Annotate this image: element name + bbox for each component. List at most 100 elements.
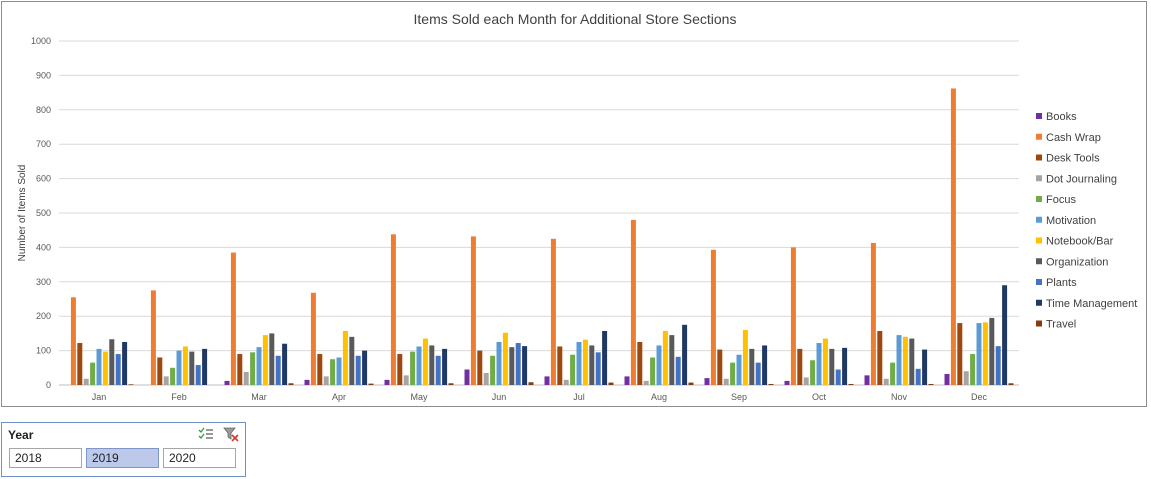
chart-title: Items Sold each Month for Additional Sto…	[414, 11, 737, 27]
legend-label: Focus	[1046, 194, 1076, 206]
bar	[1008, 383, 1014, 385]
bar	[435, 355, 441, 385]
y-tick-label: 600	[36, 174, 51, 184]
bar	[950, 88, 956, 386]
bar	[115, 354, 121, 385]
bar	[970, 354, 976, 385]
year-slicer: Year 2018 2019 2020	[1, 422, 246, 477]
bar	[237, 354, 243, 385]
bar	[602, 330, 608, 385]
bar	[963, 371, 969, 385]
bar	[157, 357, 163, 385]
legend-swatch	[1036, 175, 1042, 182]
bar	[342, 330, 348, 385]
bar	[1002, 285, 1008, 385]
x-tick-label: Dec	[971, 392, 988, 402]
bar	[896, 335, 902, 385]
legend-label: Books	[1046, 111, 1077, 123]
bar	[330, 359, 336, 385]
bar	[995, 346, 1001, 385]
bar	[83, 378, 89, 385]
bar	[710, 249, 716, 385]
x-tick-label: Apr	[332, 392, 346, 402]
legend-swatch	[1036, 154, 1042, 161]
bar	[410, 351, 416, 385]
x-tick-label: Feb	[171, 392, 187, 402]
legend-swatch	[1036, 216, 1042, 223]
bar	[355, 355, 361, 385]
y-tick-label: 0	[46, 380, 51, 390]
bar	[163, 376, 169, 385]
bar	[464, 369, 470, 385]
y-tick-label: 700	[36, 139, 51, 149]
bar	[448, 383, 454, 385]
bar	[70, 297, 76, 385]
bar	[96, 348, 102, 385]
legend-label: Plants	[1046, 277, 1077, 289]
bar	[416, 346, 422, 385]
bar	[848, 383, 854, 385]
bar	[150, 290, 156, 385]
x-tick-label: Jun	[492, 392, 507, 402]
bar	[870, 242, 876, 385]
bar	[429, 345, 435, 385]
bar	[189, 351, 195, 385]
bar	[362, 350, 368, 385]
bar	[816, 343, 822, 385]
slicer-item-2019[interactable]: 2019	[86, 448, 159, 468]
y-tick-label: 100	[36, 346, 51, 356]
bar	[336, 357, 342, 385]
clear-filter-icon[interactable]	[223, 426, 239, 442]
x-tick-label: May	[410, 392, 428, 402]
bar	[650, 357, 656, 385]
bar	[310, 292, 316, 385]
bar	[922, 349, 928, 385]
bar	[915, 368, 921, 385]
bar	[976, 323, 982, 385]
legend-swatch	[1036, 279, 1042, 285]
bar	[544, 376, 550, 385]
bar	[736, 354, 742, 385]
bar	[576, 342, 582, 385]
multi-select-icon[interactable]	[198, 426, 214, 442]
bar	[842, 347, 848, 385]
bar	[989, 317, 995, 385]
legend-swatch	[1036, 237, 1042, 244]
bar	[704, 378, 710, 385]
y-tick-label: 200	[36, 311, 51, 321]
bar	[784, 380, 790, 385]
bar	[717, 349, 723, 385]
bar	[182, 346, 188, 385]
legend-swatch	[1036, 196, 1042, 202]
bar	[202, 348, 208, 385]
bar	[243, 371, 249, 385]
bar	[557, 346, 563, 385]
bar	[275, 355, 281, 385]
bar	[90, 362, 96, 385]
bar	[730, 362, 736, 385]
bar	[582, 339, 588, 385]
bar	[528, 382, 534, 385]
bar	[170, 367, 176, 385]
bar	[522, 346, 528, 385]
bar	[390, 234, 396, 385]
bar	[883, 378, 889, 385]
bar	[643, 380, 649, 385]
bar	[442, 348, 448, 385]
slicer-item-2018[interactable]: 2018	[9, 448, 82, 468]
x-tick-label: Sep	[731, 392, 747, 402]
x-tick-label: Nov	[891, 392, 908, 402]
bar	[317, 354, 323, 385]
legend-label: Desk Tools	[1046, 153, 1100, 165]
bar	[864, 375, 870, 385]
slicer-item-2020[interactable]: 2020	[163, 448, 236, 468]
x-tick-label: Jan	[92, 392, 107, 402]
legend-label: Notebook/Bar	[1046, 236, 1114, 248]
bar	[109, 339, 115, 385]
bar	[509, 347, 515, 385]
legend-label: Cash Wrap	[1046, 132, 1101, 144]
bar	[624, 376, 630, 385]
bar	[224, 380, 230, 385]
x-tick-label: Jul	[573, 392, 585, 402]
bar	[403, 375, 409, 385]
